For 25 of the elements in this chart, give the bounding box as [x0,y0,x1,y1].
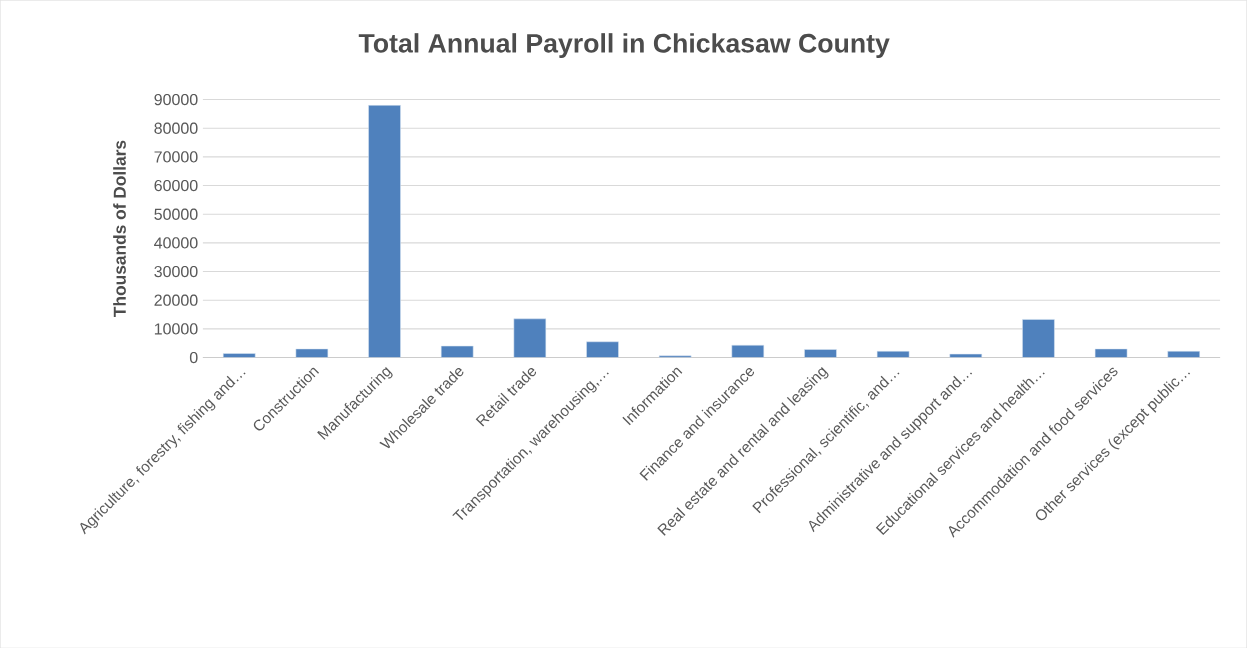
y-tick-label: 20000 [154,294,198,306]
y-axis-title: Thousands of Dollars [113,140,126,317]
y-tick-label: 80000 [154,122,198,134]
bar [876,350,910,358]
y-tick-label: 30000 [154,265,198,277]
bar [222,353,256,358]
bar [1167,350,1201,358]
y-tick-label: 0 [189,351,198,363]
y-tick-label: 90000 [154,93,198,106]
y-tick-label: 60000 [154,179,198,192]
y-tick-label: 70000 [154,151,198,163]
y-tick-label: 40000 [154,237,198,249]
bar [513,318,547,358]
bar [1094,348,1128,358]
chart-title: Total Annual Payroll in Chickasaw County [358,32,890,58]
bar [586,341,619,358]
bar [295,348,329,358]
y-tick-label: 50000 [154,208,198,220]
bar [949,353,983,358]
bar [368,104,401,358]
y-tick-label: 10000 [154,323,198,335]
bar [804,349,837,358]
bar [440,345,474,358]
bar [731,344,765,358]
bar [1022,318,1055,358]
